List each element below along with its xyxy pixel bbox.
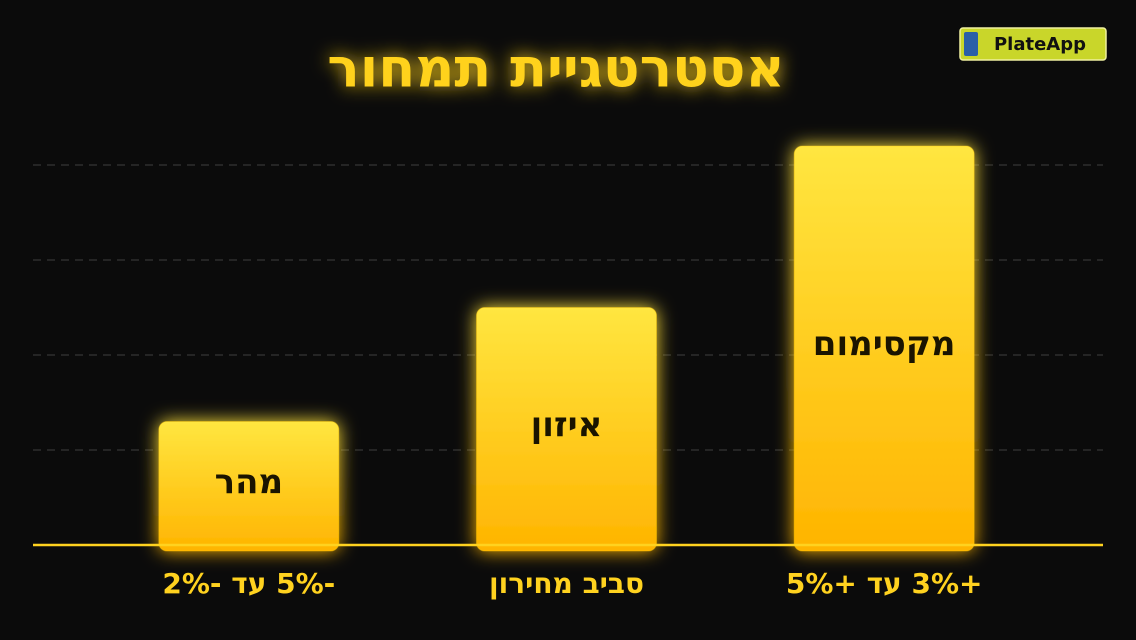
bar	[476, 307, 657, 552]
x-tick-label: -5% עד -2%	[162, 567, 335, 600]
logo-badge	[959, 27, 1107, 61]
chart-title: אסטרטגיית תמחור	[327, 37, 785, 100]
bar-label: איזון	[531, 405, 603, 445]
plot-area: מהר -5% עד -2% איזון סביב מחירון מקסימום +3% …	[33, 145, 1103, 600]
x-tick-label: סביב מחירון	[489, 567, 644, 600]
logo-icon	[964, 32, 978, 56]
x-tick-label: +3% עד +5%	[786, 567, 983, 600]
bar-label: מקסימום	[813, 324, 956, 364]
logo-text: PlateApp	[994, 34, 1086, 55]
logo: PlateApp	[959, 27, 1107, 61]
bar	[158, 421, 340, 552]
bar	[793, 145, 975, 552]
bar-label: מהר	[215, 462, 283, 502]
